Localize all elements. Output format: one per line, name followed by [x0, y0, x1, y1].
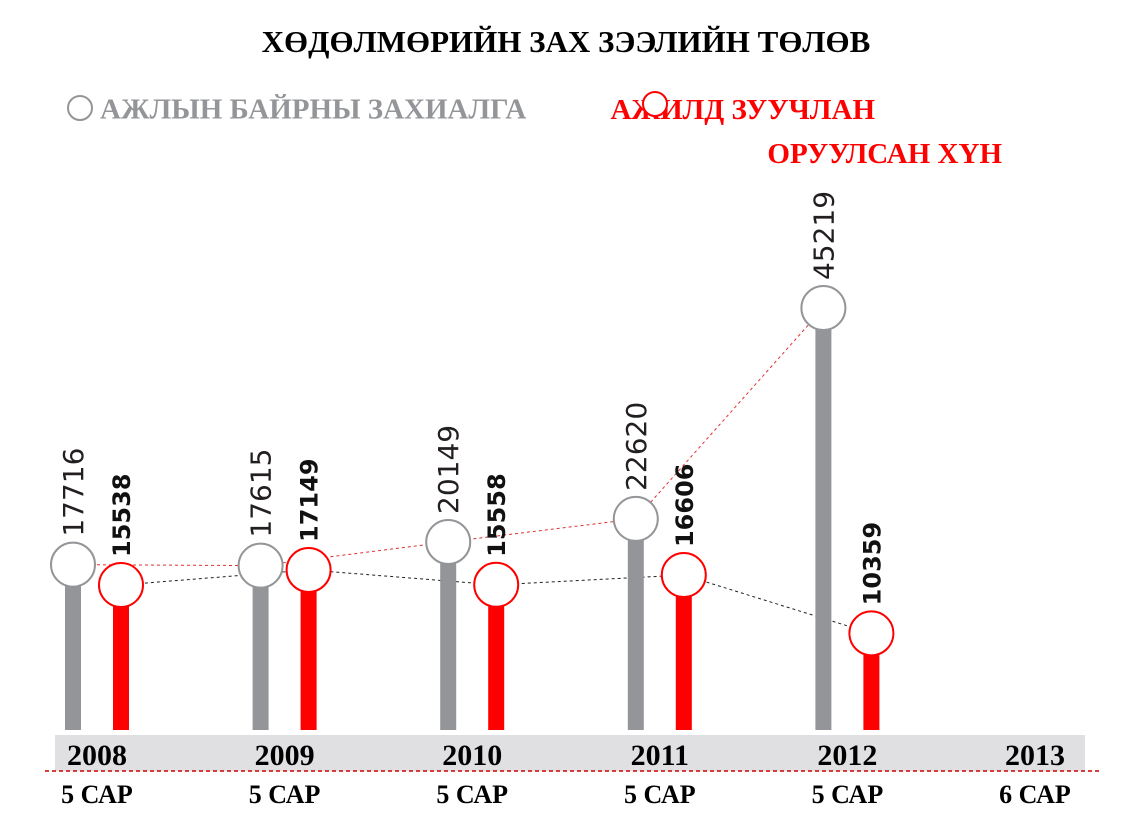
legend-label: АЖИЛД ЗУУЧЛАН ОРУУЛСАН ХҮН [610, 94, 1002, 170]
x-tick-sublabel: 6 САР [999, 780, 1071, 809]
x-tick-label: 2012 [817, 739, 877, 772]
value-label: 17615 [245, 449, 278, 538]
legend-marker [67, 95, 93, 121]
bar [627, 518, 644, 730]
value-label: 22620 [620, 402, 653, 491]
legend-marker [642, 91, 668, 117]
x-tick-label: 2010 [442, 739, 502, 772]
x-tick-sublabel: 5 САР [61, 780, 133, 809]
point-marker [848, 610, 895, 657]
x-tick-sublabel: 5 САР [249, 780, 321, 809]
x-tick-label: 2008 [67, 739, 127, 772]
x-tick-label: 2011 [631, 739, 689, 772]
x-tick-label: 2009 [255, 739, 315, 772]
x-tick-sublabel: 5 САР [436, 780, 508, 809]
x-tick-label: 2013 [1005, 739, 1065, 772]
point-marker [50, 541, 96, 588]
value-label: 45219 [807, 191, 840, 280]
x-tick-sublabel: 5 САР [812, 780, 884, 809]
value-label: 17716 [57, 448, 90, 537]
value-label: 20149 [432, 425, 465, 514]
point-marker [285, 546, 332, 593]
bar [488, 584, 505, 730]
value-label: 16606 [671, 464, 699, 548]
bar [863, 633, 880, 730]
point-marker [98, 561, 144, 608]
point-marker [425, 518, 472, 565]
bar [65, 564, 81, 730]
x-tick-sublabel: 5 САР [624, 780, 696, 809]
point-marker [800, 285, 847, 331]
chart-title: ХӨДӨЛМӨРИЙН ЗАХ ЗЭЭЛИЙН ТӨЛӨВ [262, 24, 871, 59]
point-marker [612, 495, 659, 542]
bar [300, 569, 317, 730]
point-marker [473, 561, 520, 608]
bar [675, 575, 692, 730]
bar [440, 541, 457, 730]
value-label: 15538 [108, 473, 136, 557]
value-label: 17149 [296, 458, 324, 542]
axis-band [55, 735, 1085, 771]
legend-label: АЖЛЫН БАЙРНЫ ЗАХИАЛГА [100, 93, 526, 126]
value-label: 10359 [858, 522, 886, 606]
bar [113, 584, 129, 730]
bar [252, 565, 269, 730]
point-marker [660, 552, 707, 599]
point-marker [237, 542, 284, 589]
bar [815, 308, 832, 730]
value-label: 15558 [483, 473, 511, 557]
